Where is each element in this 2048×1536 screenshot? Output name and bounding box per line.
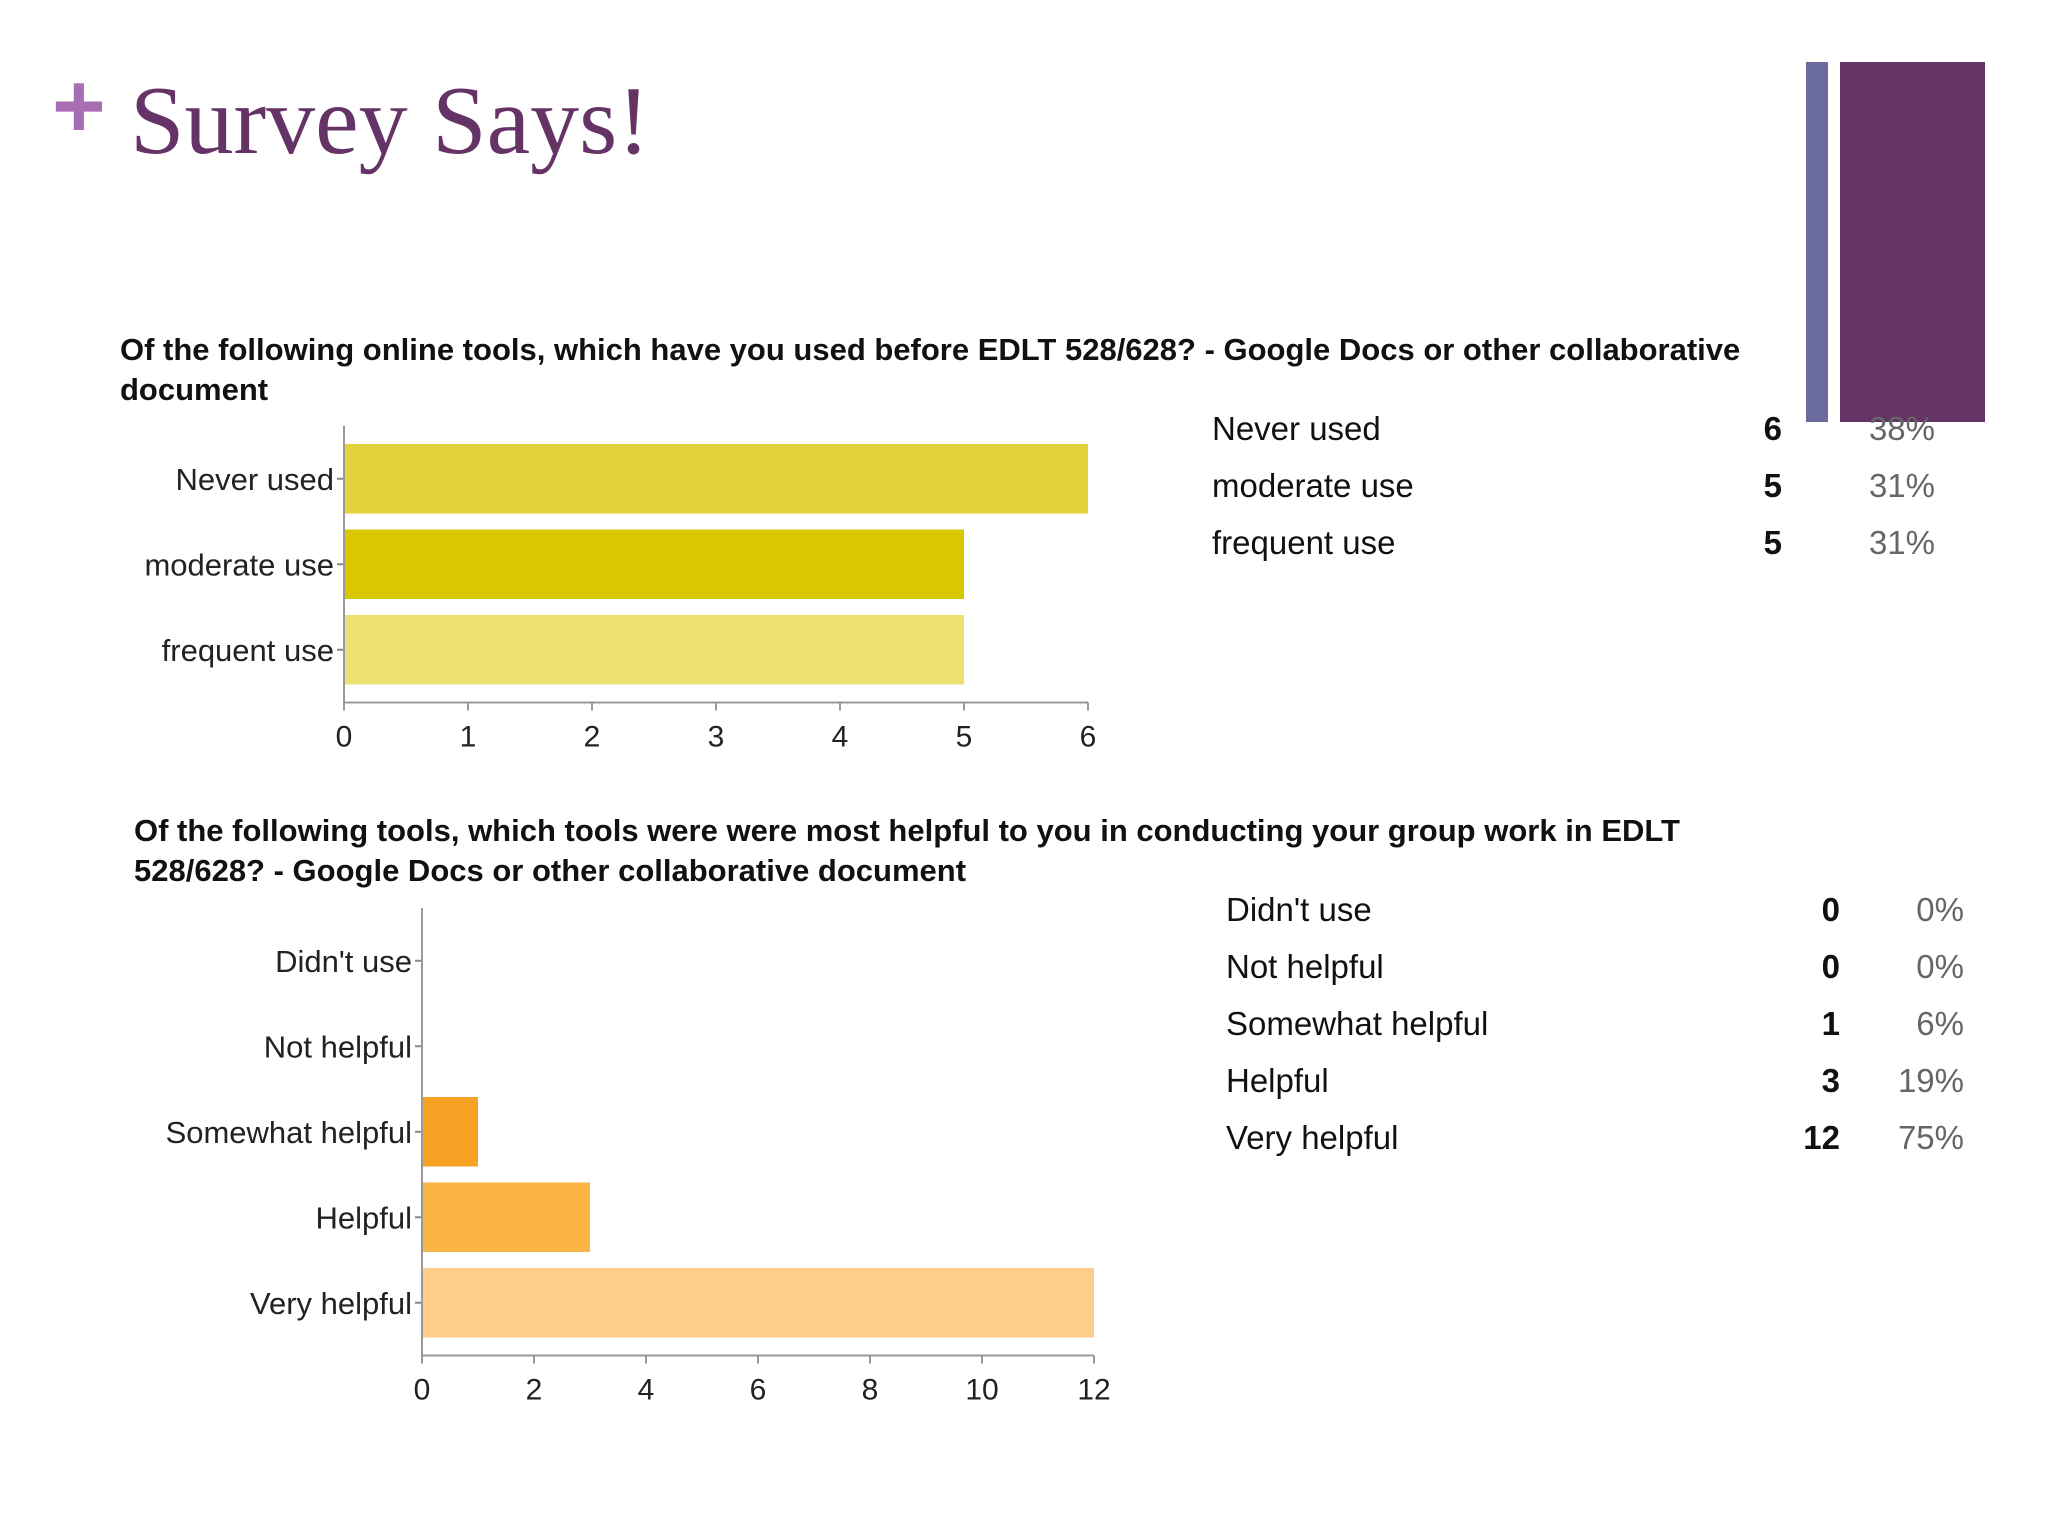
- bar: [422, 1097, 478, 1167]
- response-label: Helpful: [1226, 1061, 1329, 1099]
- response-count: 5: [1763, 523, 1782, 561]
- response-label: Not helpful: [1226, 947, 1384, 985]
- decorative-bar-wide: [1840, 62, 1985, 422]
- response-count: 0: [1821, 947, 1840, 985]
- question-2-bar-chart: Didn't use Not helpful Somewhat helpful Hel…: [166, 908, 1111, 1407]
- summary-row: Very helpful 12 75%: [1226, 1109, 1964, 1166]
- bar: [344, 529, 964, 599]
- question-2-summary-table: Didn't use 0 0% Not helpful 0 0% Somewha…: [1226, 881, 1964, 1166]
- x-tick-label: 4: [832, 721, 849, 754]
- x-tick-label: 12: [1077, 1374, 1110, 1407]
- category-label: Not helpful: [264, 1029, 412, 1064]
- response-percent: 0%: [1916, 890, 1964, 928]
- response-label: Somewhat helpful: [1226, 1004, 1489, 1042]
- response-count: 12: [1803, 1118, 1840, 1156]
- response-percent: 19%: [1897, 1061, 1964, 1099]
- x-tick-label: 1: [460, 721, 477, 754]
- response-percent: 6%: [1916, 1004, 1964, 1042]
- response-count: 5: [1763, 466, 1782, 504]
- category-label: moderate use: [144, 547, 334, 582]
- bar: [422, 1182, 590, 1252]
- x-tick-label: 2: [526, 1374, 543, 1407]
- category-label: Never used: [175, 462, 334, 497]
- x-tick-label: 4: [638, 1374, 655, 1407]
- summary-row: Not helpful 0 0%: [1226, 938, 1964, 995]
- plus-icon: +: [52, 55, 106, 157]
- response-label: frequent use: [1212, 523, 1396, 561]
- x-tick-label: 6: [750, 1374, 767, 1407]
- bar: [344, 444, 1088, 514]
- response-percent: 31%: [1868, 523, 1935, 561]
- category-label: Very helpful: [250, 1286, 412, 1321]
- category-label: Helpful: [316, 1200, 413, 1235]
- question-1-summary-table: Never used 6 38% moderate use 5 31% freq…: [1212, 400, 1935, 571]
- response-count: 6: [1763, 409, 1782, 447]
- summary-row: moderate use 5 31%: [1212, 457, 1935, 514]
- summary-row: Somewhat helpful 1 6%: [1226, 995, 1964, 1052]
- category-label: Didn't use: [275, 944, 412, 979]
- response-label: Very helpful: [1226, 1118, 1399, 1156]
- summary-row: Didn't use 0 0%: [1226, 881, 1964, 938]
- response-label: Didn't use: [1226, 890, 1372, 928]
- x-tick-label: 5: [956, 721, 973, 754]
- x-tick-label: 0: [336, 721, 353, 754]
- bar: [422, 1268, 1094, 1338]
- response-percent: 75%: [1897, 1118, 1964, 1156]
- x-tick-label: 10: [965, 1374, 998, 1407]
- response-count: 1: [1821, 1004, 1840, 1042]
- x-tick-label: 8: [862, 1374, 879, 1407]
- decorative-bar-thin: [1806, 62, 1828, 422]
- response-label: moderate use: [1212, 466, 1414, 504]
- question-1-bar-chart: Never used moderate use frequent use 0 1 2 3 4 5…: [144, 426, 1097, 754]
- x-tick-label: 3: [708, 721, 725, 754]
- category-label: Somewhat helpful: [166, 1115, 412, 1150]
- x-tick-label: 2: [584, 721, 601, 754]
- response-percent: 38%: [1868, 409, 1935, 447]
- question-2-title: Of the following tools, which tools were…: [134, 813, 1680, 888]
- summary-row: frequent use 5 31%: [1212, 514, 1935, 571]
- response-count: 3: [1821, 1061, 1840, 1099]
- response-count: 0: [1821, 890, 1840, 928]
- category-label: frequent use: [162, 633, 334, 668]
- response-percent: 31%: [1868, 466, 1935, 504]
- question-1-title: Of the following online tools, which hav…: [120, 332, 1741, 407]
- slide-title: Survey Says!: [130, 67, 650, 175]
- summary-row: Helpful 3 19%: [1226, 1052, 1964, 1109]
- response-label: Never used: [1212, 409, 1381, 447]
- x-tick-label: 6: [1080, 721, 1097, 754]
- x-tick-label: 0: [414, 1374, 431, 1407]
- bar: [344, 615, 964, 685]
- summary-row: Never used 6 38%: [1212, 400, 1935, 457]
- response-percent: 0%: [1916, 947, 1964, 985]
